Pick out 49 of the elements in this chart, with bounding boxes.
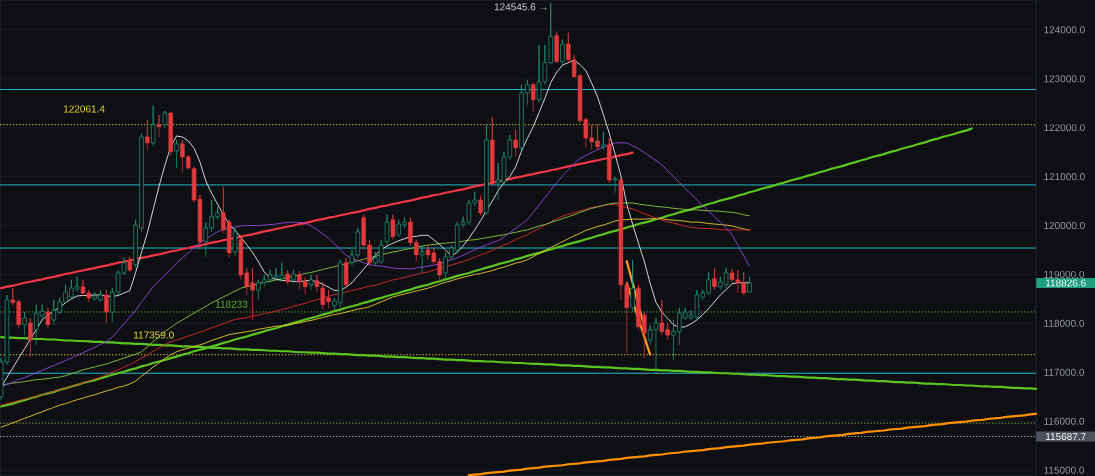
candlestick: [168, 111, 173, 157]
candlestick: [390, 214, 396, 241]
candlestick: [530, 82, 536, 113]
candlestick: [554, 31, 559, 63]
candlestick: [490, 116, 495, 187]
candlestick: [478, 195, 483, 217]
candlestick: [484, 123, 489, 216]
y-tick-label: 123000.0: [1044, 75, 1085, 83]
candlestick: [156, 114, 162, 138]
ref-line-label: 122061.4: [63, 105, 105, 113]
candlestick: [28, 317, 33, 358]
candlestick: [630, 259, 635, 313]
candlestick: [145, 119, 150, 151]
candlestick: [45, 307, 51, 329]
y-tick-label: 121000.0: [1044, 173, 1085, 181]
candlestick: [513, 129, 518, 158]
y-tick-label: 122000.0: [1044, 124, 1085, 132]
candlestick: [285, 269, 290, 286]
candlestick: [127, 256, 133, 273]
candlestick: [419, 245, 425, 274]
ref-line-label: 115687.7: [1045, 432, 1086, 441]
ref-line-label: 117359.0: [133, 331, 174, 339]
candlestick: [22, 311, 27, 336]
y-tick-label: 120000.0: [1044, 221, 1085, 230]
y-tick-label: 119000.0: [1044, 270, 1085, 278]
candlestick: [308, 274, 314, 291]
candlestick: [747, 276, 752, 294]
candlestick: [162, 110, 168, 129]
y-tick-label: 116000.0: [1044, 417, 1085, 425]
annotation: 124545.6 →: [494, 3, 547, 11]
candlestick: [174, 139, 179, 169]
candlestick: [612, 176, 618, 194]
text: 118826.6: [1045, 279, 1086, 287]
candlestick: [560, 39, 565, 65]
candlestick: [232, 227, 238, 257]
y-tick-label: 124000.0: [1044, 26, 1085, 34]
candlestick: [601, 131, 606, 151]
candlestick: [291, 269, 296, 285]
candlestick: [104, 289, 109, 324]
y-tick-label: 115000.0: [1044, 466, 1085, 474]
candlestick: [606, 137, 612, 184]
candlestick: [314, 274, 320, 293]
y-tick-label: 117000.0: [1044, 368, 1085, 376]
candlestick: [712, 267, 717, 291]
candlestick: [384, 214, 390, 246]
candlestick: [343, 257, 349, 289]
ref-line-label: 118233: [215, 300, 248, 308]
y-tick-label: 118000.0: [1044, 319, 1085, 327]
candlestick: [150, 105, 156, 147]
